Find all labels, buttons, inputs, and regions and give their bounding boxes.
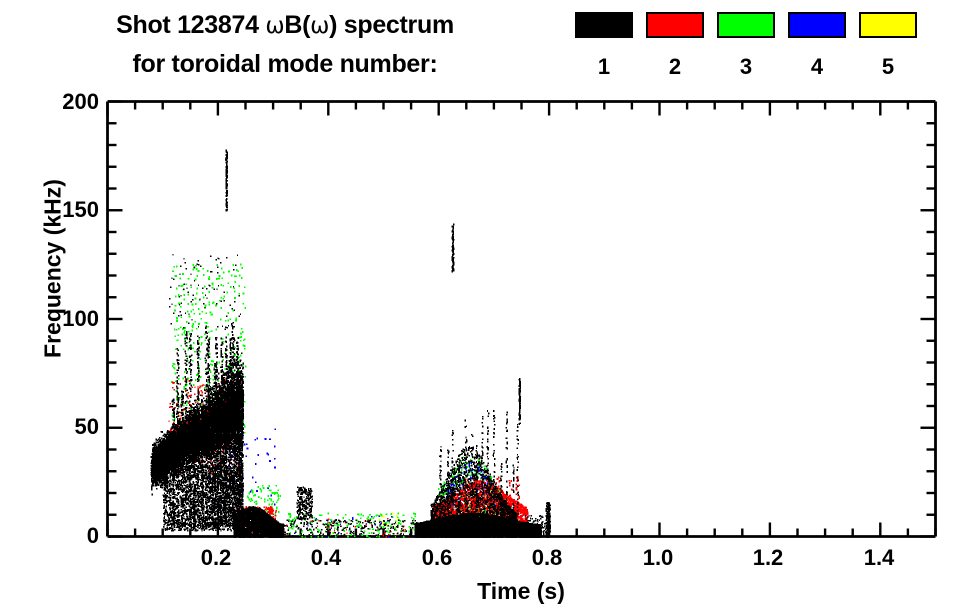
figure-title: Shot 123874 ωB(ω) spectrum for toroidal … [0, 6, 570, 83]
legend-label-5: 5 [881, 54, 895, 79]
x-tick-label-0.2: 0.2 [200, 545, 232, 570]
legend-swatch-2 [646, 12, 704, 38]
x-tick-label-1.0: 1.0 [642, 545, 674, 570]
title-suffix: ) spectrum [329, 11, 454, 39]
title-prefix: Shot 123874 [116, 11, 266, 39]
y-tick-labels: 200 150 100 50 0 [0, 0, 99, 615]
legend-swatch-row [575, 12, 917, 38]
y-tick-label-0: 0 [86, 523, 99, 548]
y-tick-label-150: 150 [62, 197, 99, 222]
legend-label-3: 3 [739, 54, 753, 79]
y-tick-label-100: 100 [62, 306, 99, 331]
x-tick-label-0.4: 0.4 [310, 545, 342, 570]
title-line-1: Shot 123874 ωB(ω) spectrum [0, 6, 570, 45]
legend-swatch-5 [859, 12, 917, 38]
legend-swatch-1 [575, 12, 633, 38]
y-tick-label-50: 50 [74, 414, 99, 439]
omega-symbol-2: ω [310, 13, 330, 39]
x-tick-label-0.8: 0.8 [531, 545, 563, 570]
omega-symbol-1: ω [265, 13, 285, 39]
legend-label-row: 1 2 3 4 5 [575, 54, 917, 80]
legend: 1 2 3 4 5 [575, 12, 963, 92]
title-mid: B( [284, 11, 311, 39]
spectrum-data-points [150, 149, 551, 539]
y-tick-label-200: 200 [62, 89, 99, 114]
legend-swatch-3 [717, 12, 775, 38]
legend-label-4: 4 [810, 54, 824, 79]
x-tick-label-1.4: 1.4 [863, 545, 895, 570]
legend-label-2: 2 [668, 54, 682, 79]
legend-swatch-4 [788, 12, 846, 38]
x-axis-label: Time (s) [477, 578, 565, 604]
legend-label-1: 1 [597, 54, 611, 79]
x-tick-label-1.2: 1.2 [752, 545, 784, 570]
x-tick-label-0.6: 0.6 [421, 545, 453, 570]
title-line-2: for toroidal mode number: [132, 50, 438, 78]
